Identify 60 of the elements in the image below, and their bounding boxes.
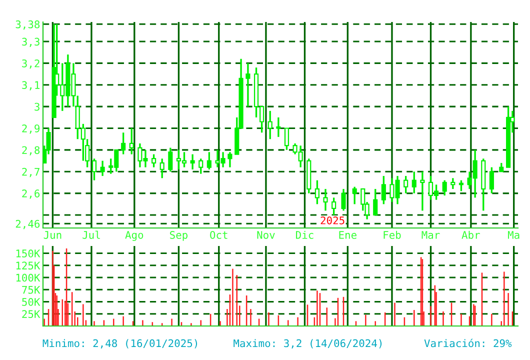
candlestick bbox=[323, 188, 328, 212]
y-tick-label: 3,38 bbox=[16, 20, 40, 30]
candlestick bbox=[129, 127, 134, 156]
y-tick-label: 2,46 bbox=[16, 220, 40, 230]
x-tick-label: Ma bbox=[508, 231, 520, 239]
candlestick bbox=[206, 151, 212, 170]
candlestick bbox=[458, 179, 464, 192]
x-tick-label: Oct bbox=[210, 231, 228, 239]
x-tick-label: Feb bbox=[384, 230, 401, 239]
y-tick-label: 125K bbox=[16, 262, 40, 270]
y-tick-label: 2,8 bbox=[22, 146, 40, 156]
candlestick bbox=[160, 158, 164, 179]
candlestick bbox=[420, 170, 425, 212]
y-tick-label: 50K bbox=[22, 298, 40, 306]
candlestick bbox=[198, 158, 204, 175]
text: Minimo: 2,48 (16/01/2025) bbox=[42, 339, 198, 348]
y-tick-label: 25K bbox=[22, 310, 40, 318]
candlestick bbox=[168, 146, 173, 172]
candlestick bbox=[404, 175, 408, 194]
x-tick-label: Nov bbox=[257, 231, 275, 239]
candlestick bbox=[412, 170, 416, 194]
y-tick-label: 3,2 bbox=[22, 59, 40, 69]
y-tick-label: 2,6 bbox=[22, 190, 40, 199]
candlestick bbox=[190, 153, 195, 170]
annotation: 2025 bbox=[320, 216, 344, 224]
y-tick-label: 2,9 bbox=[22, 124, 40, 134]
y-tick-label: 100K bbox=[16, 274, 40, 282]
x-tick-label: Jun bbox=[44, 231, 62, 239]
x-tick-label: Sep bbox=[170, 231, 188, 241]
candlestick bbox=[246, 62, 250, 108]
x-tick-label: Abr bbox=[462, 230, 480, 239]
candlestick bbox=[373, 188, 378, 216]
candlestick bbox=[341, 188, 346, 212]
candlestick bbox=[152, 153, 156, 168]
x-tick-label: Jul bbox=[82, 230, 100, 239]
candlestick bbox=[121, 132, 126, 156]
y-tick-label: 75K bbox=[22, 286, 40, 294]
y-tick-label: 2,7 bbox=[22, 168, 40, 178]
y-tick-label: 3,1 bbox=[22, 81, 40, 90]
candlestick bbox=[276, 116, 281, 138]
y-tick-label: 3 bbox=[34, 102, 40, 111]
x-tick-label: Ene bbox=[339, 231, 356, 239]
candlestick bbox=[314, 179, 320, 205]
candlestick bbox=[352, 186, 357, 205]
text: Variación: 29% bbox=[424, 338, 512, 348]
text: Maximo: 3,2 (14/06/2024) bbox=[234, 339, 382, 348]
candlestick bbox=[100, 160, 105, 177]
x-tick-label: Ago bbox=[125, 231, 144, 241]
candlestick bbox=[228, 151, 232, 168]
candlestick bbox=[450, 177, 456, 190]
x-tick-label: Dic bbox=[296, 230, 314, 239]
candlestick bbox=[381, 175, 386, 205]
candlestick bbox=[268, 110, 272, 140]
x-tick-label: Mar bbox=[422, 231, 440, 239]
candlestick bbox=[284, 127, 290, 151]
candlestick bbox=[442, 179, 447, 196]
candlestick bbox=[92, 158, 97, 182]
y-tick-label: 3,3 bbox=[22, 38, 40, 47]
candlestick bbox=[489, 166, 494, 194]
y-tick-label: 150K bbox=[16, 250, 40, 258]
